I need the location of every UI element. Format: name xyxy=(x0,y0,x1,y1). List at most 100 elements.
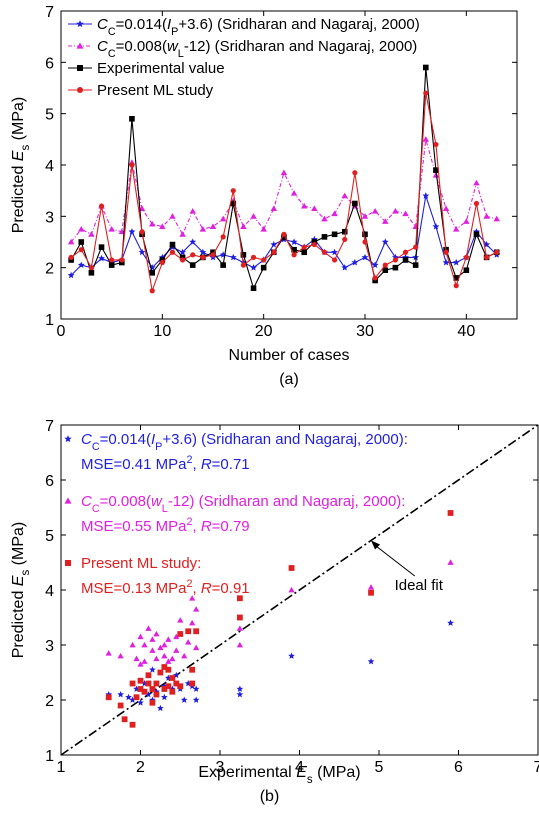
series-2 xyxy=(105,559,454,667)
data-point xyxy=(291,246,297,253)
data-point xyxy=(117,652,124,659)
series-line xyxy=(70,93,497,293)
data-point xyxy=(67,238,75,245)
data-point xyxy=(321,234,328,240)
data-point xyxy=(149,686,156,692)
data-point xyxy=(442,258,450,266)
data-point xyxy=(433,167,439,173)
data-point xyxy=(432,172,440,178)
data-point xyxy=(169,241,176,248)
legend-label: CC=0.008(wL-12) (Sridharan and Nagaraj, … xyxy=(81,493,405,515)
data-point xyxy=(68,254,74,260)
data-point xyxy=(165,666,172,673)
data-point xyxy=(432,222,440,230)
data-point xyxy=(129,680,136,687)
data-point xyxy=(392,257,398,263)
data-point xyxy=(240,262,246,268)
data-point xyxy=(331,248,339,256)
data-point xyxy=(452,258,460,266)
data-point xyxy=(332,257,338,263)
data-point xyxy=(190,252,196,258)
data-point xyxy=(270,240,278,248)
data-point xyxy=(260,264,267,271)
data-point xyxy=(220,262,226,268)
y-tick-label: 7 xyxy=(45,418,54,435)
data-point xyxy=(447,619,454,626)
legend-marker xyxy=(77,87,83,93)
data-point xyxy=(453,283,459,289)
data-point xyxy=(382,262,388,268)
data-point xyxy=(453,275,459,281)
data-point xyxy=(200,254,206,260)
data-point xyxy=(161,641,168,648)
data-point xyxy=(173,633,180,640)
data-point xyxy=(199,248,207,256)
data-point xyxy=(159,259,165,266)
data-point xyxy=(473,231,480,238)
data-point xyxy=(381,238,389,245)
data-point xyxy=(149,270,155,276)
data-point xyxy=(109,257,115,263)
data-point xyxy=(157,704,164,712)
data-point xyxy=(189,666,196,673)
data-point xyxy=(300,202,308,209)
data-point xyxy=(137,661,144,667)
panel-b-chart: 1 2 3 4 5 6 7 1 2 3 4 5 6 7 Ideal fit CC=0.014(IP+3.6) … xyxy=(10,418,539,805)
x-tick-label: 6 xyxy=(454,759,463,776)
data-point xyxy=(192,685,200,692)
data-point xyxy=(105,650,112,656)
data-point xyxy=(185,628,192,635)
data-point xyxy=(153,680,160,687)
data-point xyxy=(161,664,168,670)
data-point xyxy=(402,257,409,263)
legend-marker xyxy=(76,42,84,49)
data-point xyxy=(301,249,307,256)
data-point xyxy=(321,215,328,222)
data-point xyxy=(189,262,196,268)
y-tick-label: 1 xyxy=(45,312,54,329)
y-tick-label: 6 xyxy=(45,473,54,490)
data-point xyxy=(88,265,94,271)
data-point xyxy=(149,699,156,706)
data-point xyxy=(199,225,207,232)
data-point xyxy=(128,228,136,235)
data-point xyxy=(165,636,172,642)
data-point xyxy=(352,200,358,207)
data-point xyxy=(125,693,132,701)
x-tick-label: 40 xyxy=(457,323,475,340)
data-point xyxy=(98,244,105,250)
data-point xyxy=(463,254,469,260)
data-point xyxy=(371,261,379,269)
data-point xyxy=(483,213,490,219)
data-point xyxy=(137,686,144,692)
data-point xyxy=(139,229,145,235)
y-axis-label: Predicted Es (MPa) xyxy=(10,522,32,658)
data-point xyxy=(129,116,135,122)
data-point xyxy=(362,239,368,245)
data-point xyxy=(288,586,295,593)
data-point xyxy=(447,510,454,516)
data-point xyxy=(484,254,490,260)
data-point xyxy=(179,231,186,237)
x-tick-label: 5 xyxy=(375,759,384,776)
series-3 xyxy=(105,510,454,728)
data-point xyxy=(209,223,217,230)
data-point xyxy=(108,262,115,268)
data-point xyxy=(88,270,95,276)
data-point xyxy=(119,257,125,263)
data-point xyxy=(236,685,244,692)
data-point xyxy=(236,595,243,602)
data-point xyxy=(137,699,144,706)
data-point xyxy=(288,652,295,659)
data-point xyxy=(236,690,244,698)
data-point xyxy=(291,252,297,258)
x-tick-label: 7 xyxy=(534,759,539,776)
legend-marker xyxy=(65,560,71,566)
data-point xyxy=(230,200,237,207)
data-point xyxy=(98,254,105,262)
data-point xyxy=(236,614,243,621)
data-point xyxy=(173,647,180,653)
data-point xyxy=(153,691,160,698)
data-point xyxy=(413,244,419,250)
